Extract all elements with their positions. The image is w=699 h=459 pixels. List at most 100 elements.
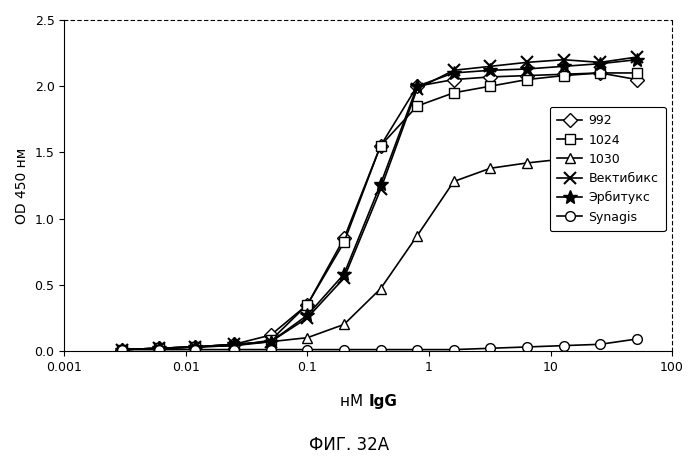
1030	[487, 166, 495, 171]
Synagis	[449, 347, 458, 353]
Synagis	[376, 347, 384, 353]
Вектибикс	[523, 60, 531, 65]
Эрбитукс	[154, 346, 163, 351]
992	[559, 72, 568, 77]
Вектибикс	[340, 275, 348, 281]
1030	[154, 346, 163, 351]
992	[303, 302, 312, 308]
1024	[154, 346, 163, 351]
Эрбитукс	[596, 61, 605, 67]
Y-axis label: OD 450 нм: OD 450 нм	[15, 147, 29, 224]
Synagis	[266, 347, 275, 353]
992	[118, 347, 127, 353]
Synagis	[303, 347, 312, 353]
1030	[303, 335, 312, 341]
Text: нМ: нМ	[340, 394, 368, 409]
1030	[633, 166, 641, 171]
Эрбитукс	[413, 84, 421, 89]
Вектибикс	[192, 344, 200, 350]
Эрбитукс	[376, 181, 384, 187]
Line: 1024: 1024	[117, 68, 642, 354]
Эрбитукс	[523, 66, 531, 72]
Synagis	[523, 344, 531, 350]
1024	[376, 143, 384, 149]
Legend: 992, 1024, 1030, Вектибикс, Эрбитукс, Synagis: 992, 1024, 1030, Вектибикс, Эрбитукс, Sy…	[549, 107, 666, 231]
Line: 992: 992	[117, 68, 642, 354]
1030	[340, 322, 348, 327]
992	[230, 341, 238, 347]
Вектибикс	[559, 57, 568, 62]
992	[449, 77, 458, 82]
1030	[449, 179, 458, 184]
Вектибикс	[449, 67, 458, 73]
Вектибикс	[303, 315, 312, 320]
Text: ФИГ. 32А: ФИГ. 32А	[310, 437, 389, 454]
Вектибикс	[154, 346, 163, 351]
Synagis	[487, 346, 495, 351]
Synagis	[633, 336, 641, 342]
Synagis	[596, 341, 605, 347]
Эрбитукс	[266, 339, 275, 344]
1030	[413, 233, 421, 239]
1024	[596, 70, 605, 76]
Эрбитукс	[192, 344, 200, 350]
Вектибикс	[596, 60, 605, 65]
1024	[449, 90, 458, 95]
1024	[230, 343, 238, 348]
Synagis	[154, 347, 163, 353]
1030	[118, 347, 127, 353]
1024	[192, 344, 200, 350]
992	[192, 344, 200, 350]
1024	[303, 302, 312, 308]
992	[633, 77, 641, 82]
Эрбитукс	[449, 70, 458, 76]
1024	[266, 337, 275, 343]
1024	[340, 240, 348, 245]
Вектибикс	[266, 339, 275, 344]
1030	[376, 286, 384, 291]
Synagis	[118, 347, 127, 353]
Вектибикс	[633, 54, 641, 60]
1030	[559, 156, 568, 162]
Вектибикс	[118, 347, 127, 353]
1030	[596, 160, 605, 166]
992	[266, 332, 275, 338]
992	[487, 74, 495, 80]
Line: Эрбитукс: Эрбитукс	[115, 53, 644, 357]
1024	[487, 84, 495, 89]
Вектибикс	[230, 341, 238, 347]
1030	[266, 339, 275, 344]
Synagis	[192, 347, 200, 353]
Эрбитукс	[303, 313, 312, 318]
Line: Вектибикс: Вектибикс	[117, 51, 642, 355]
Вектибикс	[413, 86, 421, 92]
992	[523, 73, 531, 78]
Synagis	[230, 347, 238, 353]
Эрбитукс	[487, 67, 495, 73]
1024	[523, 77, 531, 82]
Synagis	[413, 347, 421, 353]
1024	[633, 70, 641, 76]
1024	[413, 103, 421, 109]
Line: Synagis: Synagis	[117, 334, 642, 354]
992	[340, 235, 348, 241]
Эрбитукс	[633, 57, 641, 62]
Эрбитукс	[230, 341, 238, 347]
Synagis	[559, 343, 568, 348]
Вектибикс	[376, 187, 384, 192]
Synagis	[340, 347, 348, 353]
Эрбитукс	[118, 347, 127, 353]
992	[596, 70, 605, 76]
1024	[559, 73, 568, 78]
992	[376, 143, 384, 149]
Вектибикс	[487, 64, 495, 69]
Line: 1030: 1030	[117, 154, 642, 354]
992	[413, 84, 421, 89]
Text: IgG: IgG	[368, 394, 397, 409]
Эрбитукс	[340, 271, 348, 277]
992	[154, 346, 163, 351]
Эрбитукс	[559, 64, 568, 69]
1030	[192, 344, 200, 350]
1024	[118, 347, 127, 353]
1030	[523, 160, 531, 166]
